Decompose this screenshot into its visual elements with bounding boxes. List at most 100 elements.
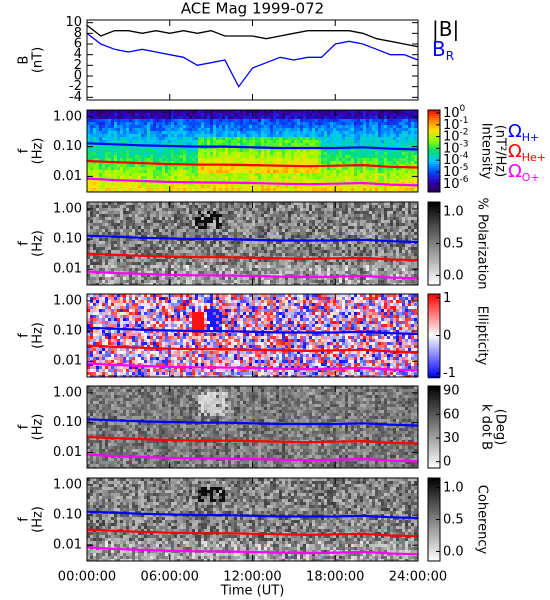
spectrogram-cell — [354, 119, 358, 123]
spectrogram-cell — [288, 211, 292, 215]
spectrogram-cell — [165, 191, 169, 192]
spectrogram-cell — [237, 167, 241, 171]
spectrogram-cell — [390, 146, 394, 150]
spectrogram-cell — [267, 191, 271, 192]
spectrogram-cell — [207, 205, 211, 209]
spectrogram-cell — [264, 149, 268, 153]
spectrogram-cell — [120, 158, 124, 162]
spectrogram-cell — [285, 158, 289, 162]
spectrogram-cell — [321, 161, 325, 165]
spectrogram-cell — [399, 137, 403, 141]
spectrogram-cell — [288, 137, 292, 141]
spectrogram-cell — [102, 185, 106, 189]
spectrogram-cell — [393, 164, 397, 168]
spectrogram-cell — [249, 137, 253, 141]
spectrogram-cell — [264, 128, 268, 132]
spectrogram-cell — [183, 179, 187, 183]
spectrogram-cell — [312, 179, 316, 183]
spectrogram-cell — [336, 158, 340, 162]
spectrogram-cell — [369, 202, 373, 206]
spectrogram-cell — [231, 167, 235, 171]
spectrogram-cell — [276, 244, 280, 248]
spectrogram-cell — [303, 226, 307, 230]
spectrogram-cell — [192, 143, 196, 147]
spectrogram-cell — [240, 220, 244, 224]
spectrogram-cell — [297, 137, 301, 141]
spectrogram-cell — [405, 232, 409, 236]
spectrogram-cell — [396, 235, 400, 239]
spectrogram-cell — [159, 155, 163, 159]
spectrogram-cell — [99, 170, 103, 174]
spectrogram-cell — [348, 113, 352, 117]
spectrogram-cell — [318, 244, 322, 248]
spectrogram-cell — [273, 185, 277, 189]
spectrogram-cell — [231, 217, 235, 221]
spectrogram-cell — [363, 122, 367, 126]
spectrogram-cell — [219, 122, 223, 126]
spectrogram-cell — [357, 161, 361, 165]
spectrogram-cell — [357, 143, 361, 147]
spectrogram-cell — [171, 131, 175, 135]
spectrogram-cell — [372, 232, 376, 236]
spectrogram-cell — [414, 113, 418, 117]
y-tick-label: 0.01 — [53, 169, 82, 184]
spectrogram-cell — [318, 149, 322, 153]
spectrogram-cell — [207, 158, 211, 162]
spectrogram-cell — [225, 188, 229, 192]
spectrogram-cell — [249, 241, 253, 245]
spectrogram-cell — [228, 176, 232, 180]
spectrogram-cell — [393, 146, 397, 150]
spectrogram-cell — [324, 188, 328, 192]
spectrogram-cell — [399, 176, 403, 180]
spectrogram-cell — [357, 149, 361, 153]
spectrogram-cell — [147, 241, 151, 245]
spectrogram-cell — [222, 179, 226, 183]
spectrogram-cell — [102, 176, 106, 180]
spectrogram-cell — [318, 143, 322, 147]
spectrogram-cell — [96, 113, 100, 117]
spectrogram-cell — [399, 131, 403, 135]
spectrogram-cell — [291, 220, 295, 224]
spectrogram-cell — [360, 205, 364, 209]
spectrogram-cell — [339, 191, 343, 192]
spectrogram-cell — [126, 205, 130, 209]
spectrogram-cell — [138, 176, 142, 180]
spectrogram-cell — [159, 137, 163, 141]
spectrogram-cell — [105, 188, 109, 192]
spectrogram-cell — [342, 176, 346, 180]
spectrogram-cell — [147, 155, 151, 159]
spectrogram-cell — [285, 223, 289, 227]
spectrogram-cell — [279, 170, 283, 174]
spectrogram-cell — [378, 220, 382, 224]
spectrogram-cell — [345, 229, 349, 233]
spectrogram-cell — [105, 155, 109, 159]
spectrogram-cell — [267, 188, 271, 192]
spectrogram-cell — [90, 188, 94, 192]
spectrogram-cell — [414, 173, 418, 177]
spectrogram-cell — [417, 137, 418, 141]
spectrogram-cell — [378, 140, 382, 144]
spectrogram-cell — [129, 229, 133, 233]
spectrogram-cell — [213, 116, 217, 120]
spectrogram-cell — [249, 244, 253, 248]
spectrogram-cell — [408, 122, 412, 126]
spectrogram-cell — [162, 116, 166, 120]
spectrogram-cell — [273, 125, 277, 129]
colorbar-tick-text: 10 — [443, 141, 460, 156]
spectrogram-cell — [234, 223, 238, 227]
spectrogram-cell — [138, 149, 142, 153]
spectrogram-cell — [96, 128, 100, 132]
spectrogram-cell — [114, 182, 118, 186]
spectrogram-cell — [312, 235, 316, 239]
spectrogram-cell — [378, 131, 382, 135]
spectrogram-cell — [285, 214, 289, 218]
series-line — [87, 177, 418, 187]
spectrogram-cell — [399, 185, 403, 189]
spectrogram-cell — [318, 125, 322, 129]
spectrogram-cell — [246, 119, 250, 123]
spectrogram-cell — [129, 134, 133, 138]
spectrogram-cell — [192, 220, 196, 224]
spectrogram-cell — [396, 173, 400, 177]
spectrogram-cell — [195, 205, 199, 209]
spectrogram-cell — [393, 205, 397, 209]
